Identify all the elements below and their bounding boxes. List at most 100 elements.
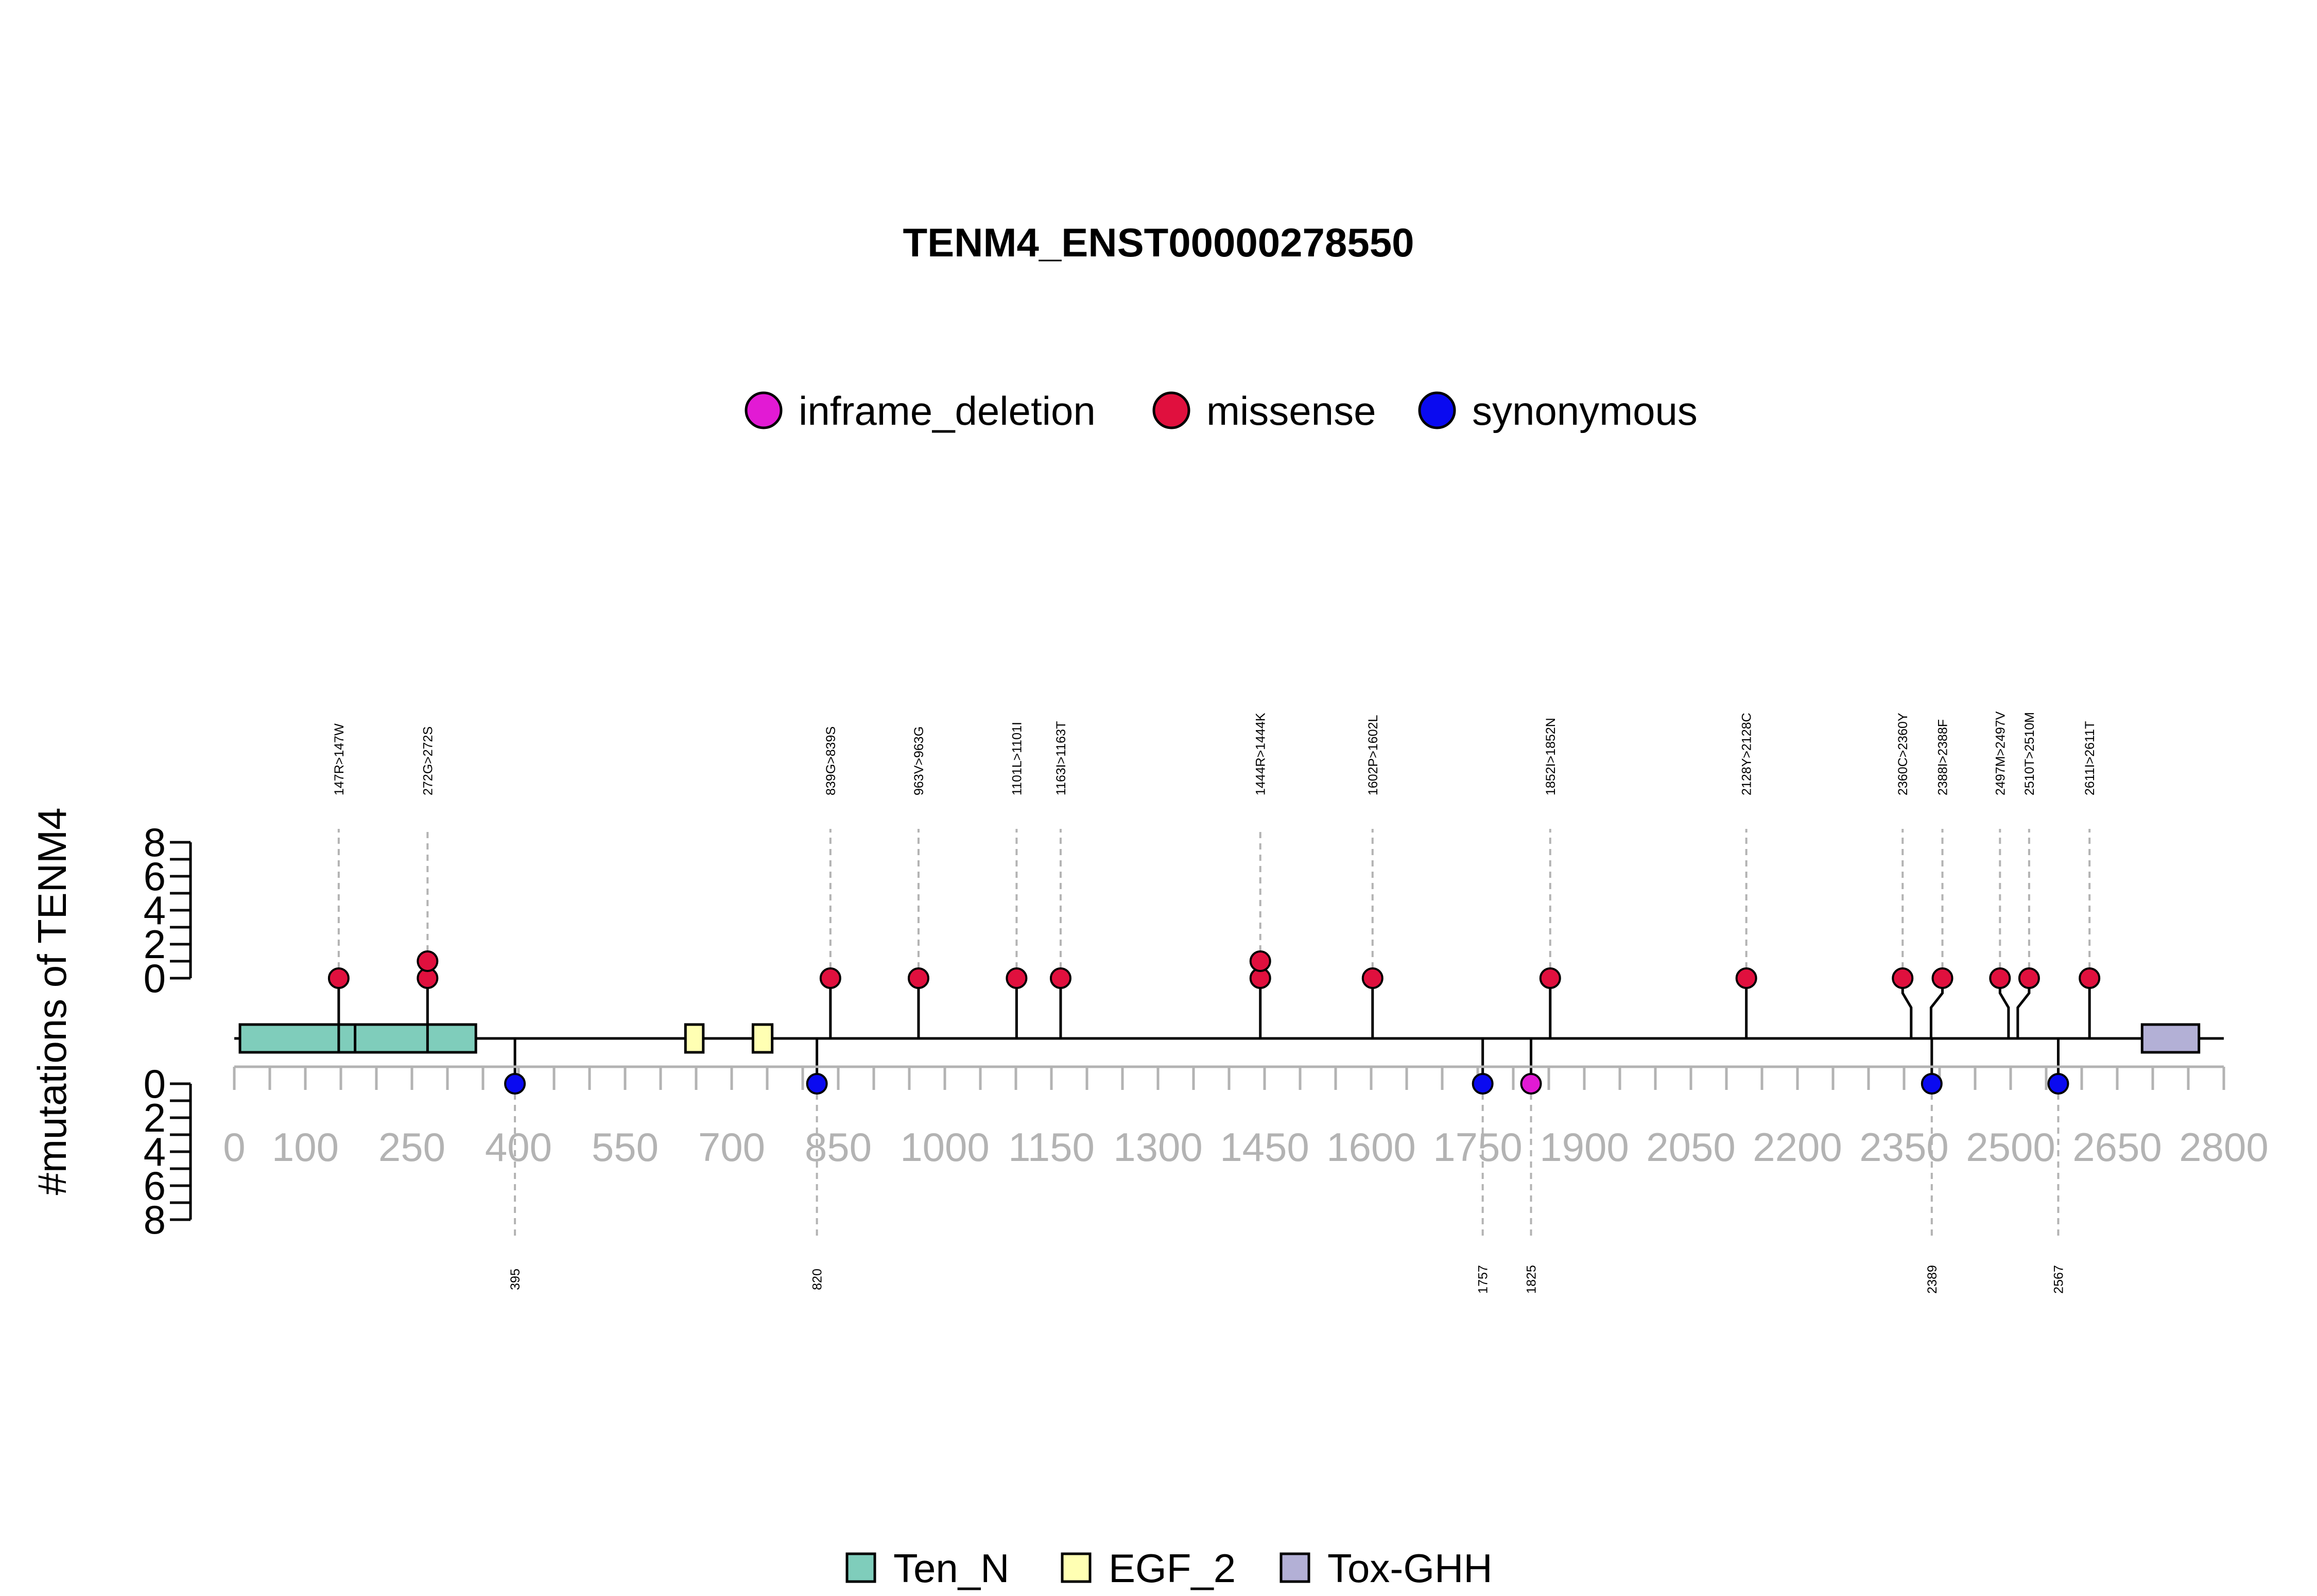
chart-title: TENM4_ENST00000278550 (903, 220, 1414, 265)
mutation-label-1163i-1163t: 1163I>1163T (1054, 721, 1068, 795)
mutation-label-272g-272s: 272G>272S (421, 726, 435, 795)
mutation-label-bottom-1757: 1757 (1476, 1265, 1491, 1294)
domain-legend-label-ten-n: Ten_N (893, 1546, 1009, 1591)
domain-legend-swatch-tox-ghh (1279, 1552, 1310, 1583)
x-tick-label: 1000 (900, 1124, 990, 1170)
domain-legend-label-egf-2: EGF_2 (1109, 1546, 1236, 1591)
x-tick-label: 1450 (1220, 1124, 1309, 1170)
x-axis: 0 100 250 400 550 700 850 1000 1150 1300 1450 1600 1… (223, 1065, 2269, 1170)
point-2128y-2128c (1735, 967, 1757, 989)
x-tick-label: 550 (592, 1124, 659, 1170)
mutation-label-2360c-2360y: 2360C>2360Y (1896, 713, 1910, 795)
legend-swatch-missense (1152, 391, 1190, 429)
mutation-label-1101l-1101i: 1101L>1101I (1010, 722, 1024, 795)
mutation-label-963v-963g: 963V>963G (912, 726, 926, 795)
x-tick-label: 1300 (1113, 1124, 1203, 1170)
mutation-label-2497m-2497v: 2497M>2497V (1993, 711, 2008, 795)
point-2388i-2388f (1931, 967, 1953, 989)
x-tick-label: 100 (272, 1124, 339, 1170)
x-tick-label: 2800 (2179, 1124, 2269, 1170)
mutation-stems (337, 961, 2091, 1084)
domain-legend-label-tox-ghh: Tox-GHH (1327, 1546, 1493, 1591)
point-272g-272s (417, 950, 439, 972)
domain-legend-item-tox-ghh: Tox-GHH (1279, 1546, 1493, 1591)
x-tick-label: 2650 (2072, 1124, 2162, 1170)
y-tick-label-bottom: 6 (144, 1163, 166, 1208)
mutation-label-2611i-2611t: 2611I>2611T (2083, 721, 2097, 795)
x-tick-label: 1600 (1326, 1124, 1416, 1170)
mutation-label-bottom-820: 820 (810, 1269, 825, 1290)
point-963v-963g (907, 967, 929, 989)
legend-item-inframe-deletion: inframe_deletion (745, 388, 1096, 433)
legend-item-missense: missense (1152, 388, 1376, 433)
variant-legend: inframe_deletion missense synonymous (745, 388, 1698, 433)
mutation-label-1602p-1602l: 1602P>1602L (1366, 715, 1380, 795)
x-tick-label: 1750 (1433, 1124, 1523, 1170)
x-tick-label: 0 (223, 1124, 245, 1170)
y-tick-label-bottom: 8 (144, 1197, 166, 1242)
point-bottom-2389 (1921, 1073, 1943, 1095)
point-bottom-820 (806, 1073, 828, 1095)
domain-legend-swatch-egf-2 (1061, 1552, 1092, 1583)
mutation-points (327, 950, 2101, 1095)
point-2611i-2611t (2079, 967, 2101, 989)
point-1163i-1163t (1049, 967, 1071, 989)
protein-domains (238, 1023, 2201, 1054)
point-1602p-1602l (1361, 967, 1384, 989)
x-tick-label: 2350 (1859, 1124, 1949, 1170)
label-guides (337, 829, 2091, 1236)
point-bottom-395 (504, 1073, 526, 1095)
domain-tox-ghh (2140, 1023, 2201, 1054)
legend-item-synonymous: synonymous (1418, 388, 1698, 433)
mutation-label-1444r-1444k: 1444R>1444K (1254, 713, 1268, 795)
x-tick-label: 2200 (1753, 1124, 1842, 1170)
y-axis-label: #mutations of TENM4 (29, 808, 75, 1195)
y-tick-label-top: 4 (144, 888, 166, 933)
mutation-label-147r-147w: 147R>147W (332, 723, 347, 795)
domain-egf-2 (684, 1023, 705, 1054)
domain-ten-n (238, 1023, 477, 1054)
x-tick-label: 850 (805, 1124, 872, 1170)
point-bottom-1825 (1520, 1073, 1542, 1095)
legend-swatch-synonymous (1418, 391, 1456, 429)
legend-label-synonymous: synonymous (1472, 388, 1698, 433)
point-2510t-2510m (2018, 967, 2040, 989)
mutation-labels: 147R>147W 272G>272S 839G>839S 963V>963G 1101… (332, 711, 2097, 1293)
y-tick-label-bottom: 0 (144, 1061, 166, 1106)
mutation-label-2128y-2128c: 2128Y>2128C (1740, 713, 1754, 795)
mutation-label-bottom-1825: 1825 (1525, 1265, 1539, 1294)
x-tick-label: 400 (485, 1124, 552, 1170)
x-tick-label: 700 (698, 1124, 765, 1170)
domain-legend-swatch-ten-n (845, 1552, 876, 1583)
x-tick-label: 1900 (1540, 1124, 1629, 1170)
domain-legend: Ten_N EGF_2 Tox-GHH (845, 1546, 1493, 1591)
point-2360c-2360y (1892, 967, 1914, 989)
legend-label-missense: missense (1206, 388, 1376, 433)
y-tick-label-bottom: 2 (144, 1095, 166, 1140)
y-tick-label-top: 6 (144, 854, 166, 899)
mutation-label-bottom-395: 395 (508, 1269, 523, 1290)
domain-egf-2 (751, 1023, 774, 1054)
point-2497m-2497v (1989, 967, 2011, 989)
x-tick-label: 2500 (1966, 1124, 2055, 1170)
point-bottom-2567 (2047, 1073, 2069, 1095)
mutation-label-839g-839s: 839G>839S (824, 726, 838, 795)
point-bottom-1757 (1472, 1073, 1494, 1095)
domain-legend-item-egf-2: EGF_2 (1061, 1546, 1236, 1591)
legend-label-inframe-deletion: inframe_deletion (799, 388, 1096, 433)
y-tick-label-bottom: 4 (144, 1129, 166, 1174)
domain-legend-item-ten-n: Ten_N (845, 1546, 1009, 1591)
x-tick-label: 1150 (1008, 1124, 1095, 1170)
y-tick-label-top: 2 (144, 922, 166, 967)
x-tick-label: 250 (378, 1124, 445, 1170)
mutation-label-bottom-2567: 2567 (2051, 1265, 2066, 1294)
point-1852i-1852n (1539, 967, 1561, 989)
mutation-label-2510t-2510m: 2510T>2510M (2022, 712, 2037, 795)
point-1444r-1444k (1249, 950, 1271, 972)
x-tick-label: 2050 (1646, 1124, 1736, 1170)
point-839g-839s (819, 967, 841, 989)
point-1101l-1101i (1006, 967, 1028, 989)
mutation-label-2388i-2388f: 2388I>2388F (1936, 719, 1950, 795)
